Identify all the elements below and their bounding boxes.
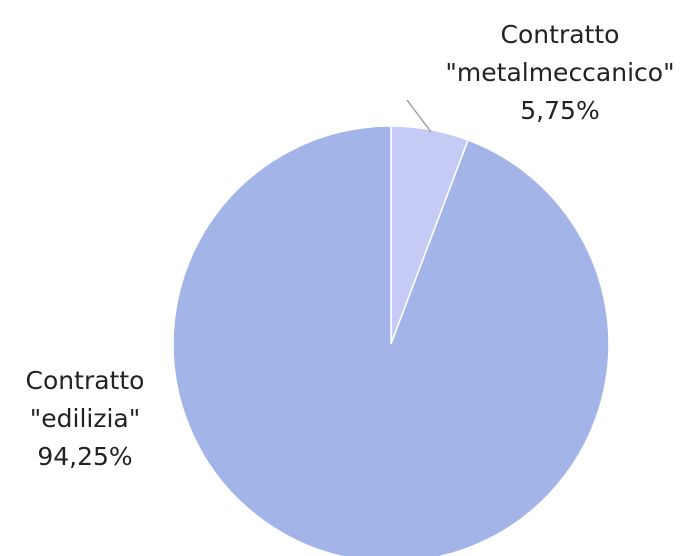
value-label: 5,75% [520, 96, 600, 125]
slice-label: Contratto "edilizia" 94,25% [10, 362, 160, 476]
leader-line [406, 99, 432, 133]
category-label: Contratto "edilizia" [25, 366, 145, 433]
value-label: 94,25% [37, 442, 133, 471]
category-label: Contratto "metalmeccanico" [445, 20, 675, 87]
slice-label: Contratto "metalmeccanico" 5,75% [420, 16, 693, 130]
pie-slice [172, 125, 610, 556]
